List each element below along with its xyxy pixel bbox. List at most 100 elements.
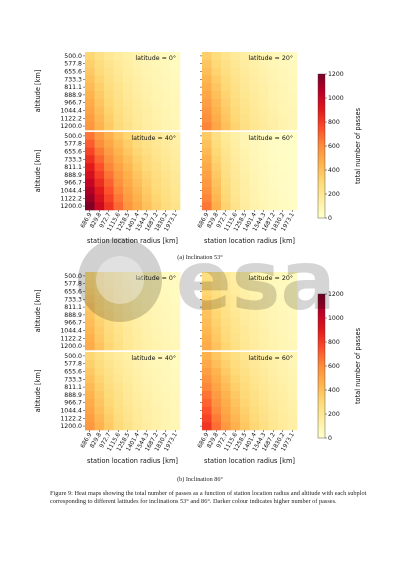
heatmap-cell <box>249 171 260 180</box>
heatmap-cell <box>202 334 212 343</box>
heatmap-cell <box>85 342 95 351</box>
heatmap-cell <box>142 406 152 415</box>
heatmap-cell <box>123 98 133 107</box>
heatmap-cell <box>202 147 212 156</box>
colorbar-segment <box>318 421 325 424</box>
heatmap-cell <box>161 106 171 115</box>
heatmap-cell <box>142 194 152 203</box>
heatmap-cell <box>202 342 212 351</box>
heatmap-cell <box>202 178 212 187</box>
heatmap-cell <box>85 147 95 156</box>
heatmap-cell <box>104 98 114 107</box>
heatmap-cell <box>170 106 181 115</box>
heatmap-cell <box>161 295 171 304</box>
heatmap-cell <box>142 59 152 68</box>
colorbar-segment <box>318 363 325 367</box>
colorbar-segment <box>318 361 325 364</box>
heatmap-cell <box>278 132 288 141</box>
heatmap-cell <box>151 383 162 392</box>
heatmap-cell <box>287 295 298 304</box>
heatmap-cell <box>151 406 162 415</box>
heatmap-cell <box>221 163 231 172</box>
heatmap-cell <box>230 147 241 156</box>
heatmap-cell <box>170 311 181 320</box>
colorbar-segment <box>318 148 325 152</box>
y-tick-label: 811.1 <box>64 164 82 171</box>
heatmap-cell <box>170 326 181 335</box>
heatmap-cell <box>170 352 181 361</box>
heatmap-cell <box>287 272 298 281</box>
heatmap-cell <box>202 202 212 211</box>
colorbar-segment <box>318 313 325 316</box>
heatmap-cell <box>230 359 241 368</box>
heatmap-cell <box>278 318 288 327</box>
heatmap-cell <box>151 359 162 368</box>
heatmap-cell <box>230 311 241 320</box>
colorbar-segment <box>318 356 325 360</box>
colorbar-segment <box>318 107 325 111</box>
colorbar-segment <box>318 423 325 427</box>
heatmap-cell <box>104 398 114 407</box>
colorbar-segment <box>318 105 325 108</box>
colorbar-segment <box>318 330 325 333</box>
heatmap-cell <box>85 398 95 407</box>
heatmap-cell <box>240 359 250 368</box>
colorbar-segment <box>318 179 325 183</box>
heatmap-cell <box>94 342 105 351</box>
heatmap-cell <box>104 318 114 327</box>
colorbar-segment <box>318 332 325 336</box>
heatmap-cell <box>278 406 288 415</box>
heatmap-cell <box>202 326 212 335</box>
colorbar-segment <box>318 122 325 125</box>
heatmap-cell <box>104 326 114 335</box>
heatmap-cell <box>221 406 231 415</box>
heatmap-cell <box>161 375 171 384</box>
colorbar-segment <box>318 298 325 302</box>
panel-title: latitude = 60° <box>248 354 293 362</box>
heatmap-cell <box>278 139 288 148</box>
heatmap-cell <box>123 326 133 335</box>
heatmap-cell <box>268 342 279 351</box>
heatmap-cell <box>104 383 114 392</box>
heatmap-cell <box>151 422 162 431</box>
heatmap-cell <box>259 367 269 376</box>
heatmap-cell <box>94 414 105 423</box>
heatmap-cell <box>259 295 269 304</box>
heatmap-cell <box>151 194 162 203</box>
colorbar-segment <box>318 404 325 408</box>
heatmap-cell <box>287 194 298 203</box>
heatmap-cell <box>240 318 250 327</box>
heatmap-cell <box>221 139 231 148</box>
colorbar-segment <box>318 138 325 142</box>
heatmap-cell <box>123 406 133 415</box>
heatmap-cell <box>221 398 231 407</box>
heatmap-cell <box>170 122 181 131</box>
heatmap-cell <box>221 59 231 68</box>
heatmap-cell <box>151 59 162 68</box>
heatmap-cell <box>240 422 250 431</box>
heatmap-cell <box>230 83 241 92</box>
heatmap-cell <box>104 155 114 164</box>
heatmap-cell <box>221 359 231 368</box>
heatmap-cell <box>170 155 181 164</box>
colorbar-segment <box>318 318 325 321</box>
heatmap-cell <box>94 359 105 368</box>
heatmap-cell <box>259 342 269 351</box>
heatmap-cell <box>170 406 181 415</box>
heatmap-cell <box>104 287 114 296</box>
heatmap-cell <box>104 406 114 415</box>
heatmap-cell <box>202 311 212 320</box>
colorbar-segment <box>318 301 325 304</box>
heatmap-cell <box>211 122 222 131</box>
colorbar-segment <box>318 315 325 319</box>
heatmap-cell <box>142 352 152 361</box>
heatmap-cell <box>132 139 143 148</box>
colorbar-segment <box>318 112 325 116</box>
heatmap-cell <box>268 383 279 392</box>
heatmap-cell <box>104 352 114 361</box>
y-tick-label: 1044.4 <box>60 188 82 195</box>
heatmap-cell <box>249 186 260 195</box>
heatmap-cell <box>94 122 105 131</box>
heatmap-cell <box>249 342 260 351</box>
heatmap-cell <box>132 334 143 343</box>
